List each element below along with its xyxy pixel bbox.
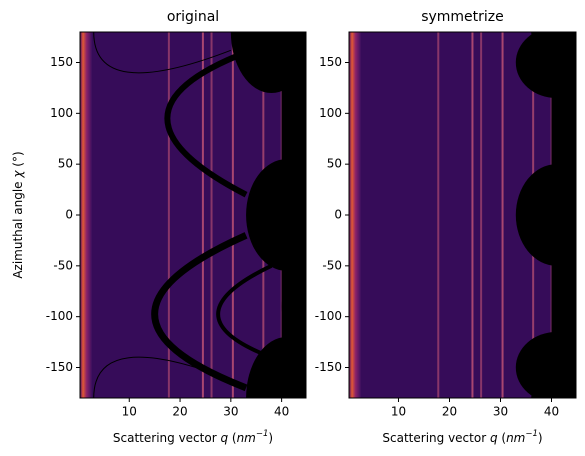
panel: original 10 20 30 40 -150 -100 -50 0 50 100 150 Scat…	[11, 9, 307, 445]
y-tick-label: -100	[46, 309, 73, 323]
shadow-band	[281, 32, 306, 398]
shadow-arc	[216, 264, 273, 360]
x-tick-label: 40	[274, 405, 289, 419]
x-tick-label: 40	[544, 405, 559, 419]
x-axis-label: Scattering vector q (nm−1)	[382, 429, 542, 445]
ring-line	[437, 32, 440, 398]
edge-band	[80, 32, 92, 398]
x-axis-label-part: nm	[506, 431, 525, 445]
ring-line	[501, 32, 504, 398]
x-axis-label-part: −1	[525, 429, 538, 439]
x-tick-label: 30	[223, 405, 238, 419]
x-axis-label-part: q	[220, 431, 228, 445]
x-axis-label-part: Scattering vector	[113, 431, 221, 445]
panel-title: symmetrize	[421, 9, 504, 25]
y-tick-label: 100	[319, 106, 342, 120]
x-axis-label-part: −1	[256, 429, 269, 439]
panel: symmetrize 10 20 30 40 -150 -100 -50 0 50 100 150 Sc…	[315, 9, 577, 445]
heatmap-image	[80, 32, 306, 398]
shadow-arc	[93, 356, 232, 398]
y-tick-label: -150	[46, 360, 73, 374]
x-axis-label-part: q	[490, 431, 498, 445]
y-tick-label: 50	[327, 157, 342, 171]
y-tick-label: 50	[58, 157, 73, 171]
x-axis-label-part: nm	[237, 431, 256, 445]
y-tick-label: -100	[315, 309, 342, 323]
ring-line	[201, 32, 204, 398]
panel-title: original	[167, 9, 219, 25]
y-axis-label-part: (°)	[11, 151, 25, 170]
x-axis-label-part: )	[268, 431, 273, 445]
shadow-arc	[164, 49, 248, 198]
x-tick-label: 10	[391, 405, 406, 419]
x-tick-label: 20	[442, 405, 457, 419]
y-axis-label: Azimuthal angle χ (°)	[11, 151, 25, 278]
x-axis-label-part: )	[538, 431, 543, 445]
y-tick-label: -50	[322, 258, 342, 272]
y-tick-label: -150	[315, 360, 342, 374]
y-axis-label-part: Azimuthal angle	[11, 178, 25, 279]
shadow-arc	[93, 32, 232, 74]
x-tick-label: 30	[493, 405, 508, 419]
x-axis-label-part: (	[498, 431, 507, 445]
y-tick-label: 0	[65, 208, 73, 222]
x-axis-label-part: (	[228, 431, 237, 445]
ring-line	[167, 32, 170, 398]
x-tick-label: 20	[172, 405, 187, 419]
ring-line	[231, 32, 234, 398]
heatmap-image	[349, 32, 576, 398]
x-tick-label: 10	[122, 405, 137, 419]
y-tick-label: -50	[53, 258, 73, 272]
ring-line	[471, 32, 474, 398]
y-axis-label-part: χ	[11, 170, 25, 179]
shadow-arc	[151, 232, 248, 392]
y-tick-label: 150	[319, 55, 342, 69]
y-tick-label: 150	[50, 55, 73, 69]
y-tick-label: 0	[334, 208, 342, 222]
ring-line	[210, 32, 213, 398]
x-axis-label: Scattering vector q (nm−1)	[113, 429, 273, 445]
x-axis-label-part: Scattering vector	[382, 431, 490, 445]
y-tick-label: 100	[50, 106, 73, 120]
shadow-band	[551, 32, 576, 398]
ring-line	[480, 32, 483, 398]
edge-band	[349, 32, 361, 398]
